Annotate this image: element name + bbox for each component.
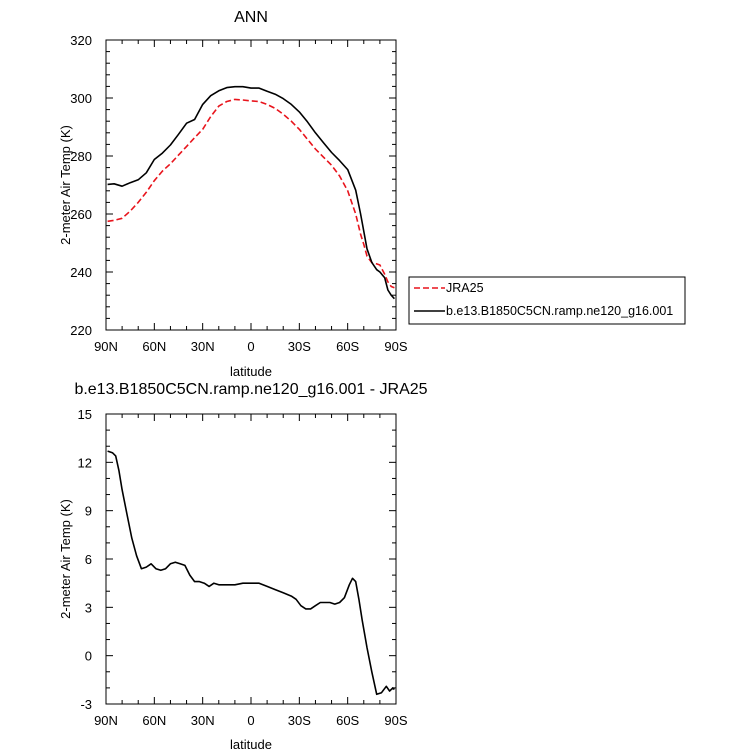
top-x-axis-label: latitude [230,364,272,379]
bottom-chart-title: b.e13.B1850C5CN.ramp.ne120_g16.001 - JRA… [74,381,427,398]
bottom-y-tick-label: 9 [85,504,92,519]
bottom-x-tick-label: 60N [142,713,166,728]
top-y-tick-label: 260 [70,207,92,222]
top-panel: ANN 90N 60N 30N 0 30S 60S 90S 220 240 260 280 300 32… [58,9,686,379]
top-y-axis-label: 2-meter Air Temp (K) [58,125,73,245]
top-y-tick-label: 300 [70,91,92,106]
bottom-x-tick-label: 0 [247,713,254,728]
top-y-tick-label: 240 [70,265,92,280]
top-x-tick-label: 90S [384,339,407,354]
bottom-panel: b.e13.B1850C5CN.ramp.ne120_g16.001 - JRA… [58,381,428,752]
top-plot-frame [105,39,397,331]
top-x-tick-label: 0 [247,339,254,354]
top-chart-title: ANN [234,9,268,26]
bottom-y-tick-label: 3 [85,600,92,615]
bottom-series-line-1 [107,450,395,696]
bottom-plot-frame [105,413,397,705]
bottom-plot-area: 90N 60N 30N 0 30S 60S 90S -3 0 3 6 9 12 15 [78,407,408,728]
bottom-x-tick-label: 30S [288,713,311,728]
top-x-tick-label: 60S [336,339,359,354]
top-plot-area: 90N 60N 30N 0 30S 60S 90S 220 240 260 280 300 320 [70,33,408,354]
top-series-line-2 [107,85,395,300]
legend: JRA25 b.e13.B1850C5CN.ramp.ne120_g16.001 [408,276,686,325]
bottom-y-tick-label: 6 [85,552,92,567]
legend-label-jra25: JRA25 [446,281,484,295]
bottom-y-tick-label: -3 [80,697,92,712]
top-y-tick-label: 280 [70,149,92,164]
bottom-x-tick-label: 90N [94,713,118,728]
bottom-y-tick-label: 12 [78,455,92,470]
bottom-y-tick-label: 15 [78,407,92,422]
bottom-x-tick-label: 90S [384,713,407,728]
top-x-tick-label: 30N [191,339,215,354]
legend-label-model: b.e13.B1850C5CN.ramp.ne120_g16.001 [446,304,673,318]
top-series-line-1 [107,98,395,289]
top-x-tick-label: 90N [94,339,118,354]
bottom-x-tick-label: 30N [191,713,215,728]
top-y-tick-label: 220 [70,323,92,338]
top-x-tick-label: 30S [288,339,311,354]
bottom-x-tick-label: 60S [336,713,359,728]
top-x-tick-label: 60N [142,339,166,354]
legend-box [408,276,686,325]
top-y-tick-label: 320 [70,33,92,48]
bottom-y-tick-label: 0 [85,649,92,664]
bottom-x-axis-label: latitude [230,737,272,752]
bottom-y-axis-label: 2-meter Air Temp (K) [58,499,73,619]
